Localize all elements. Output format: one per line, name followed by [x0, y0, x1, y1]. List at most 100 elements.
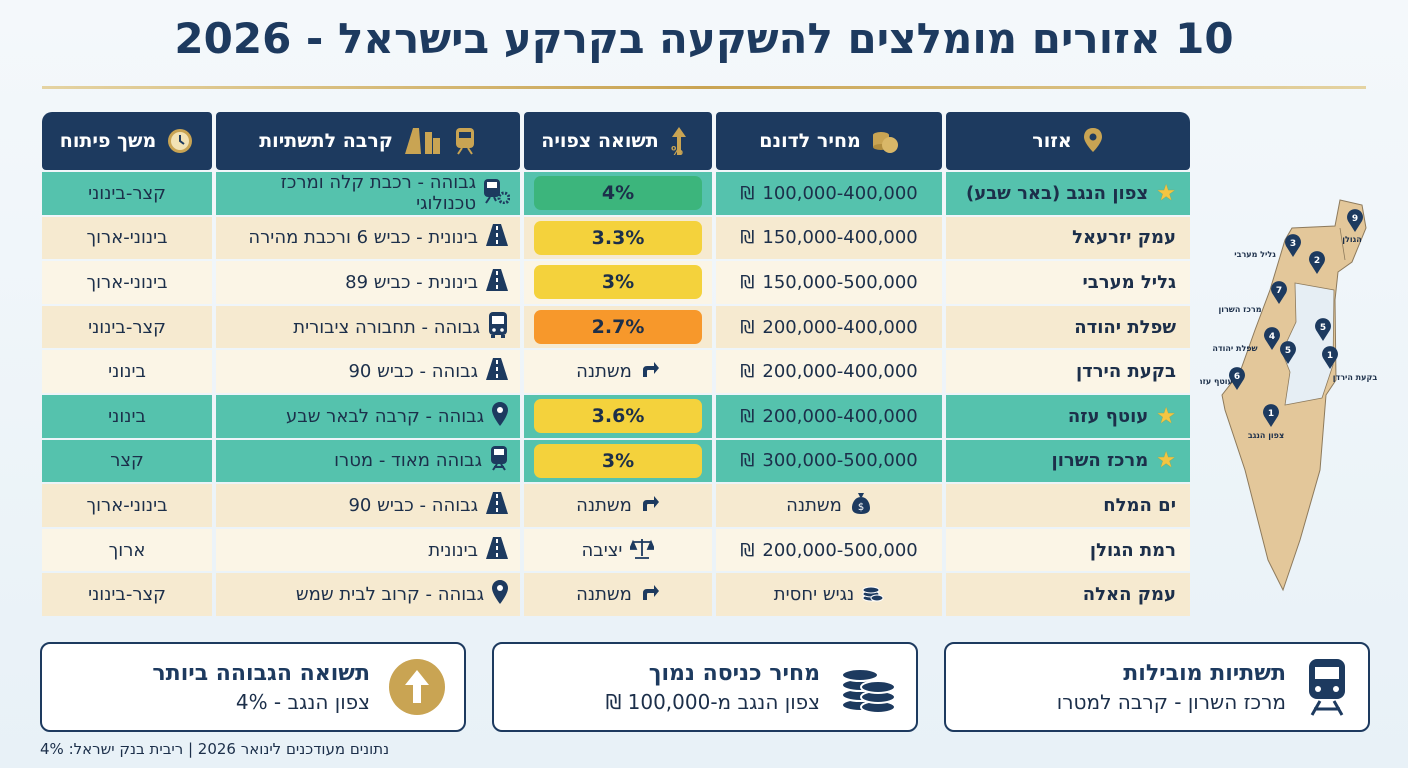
train-icon: [488, 445, 510, 476]
table-row: רמת הגולן ₪ 200,000-500,000 יציבה בינונית ארו…: [42, 528, 1190, 572]
duration-cell: בינוני: [42, 350, 212, 393]
infra-text: גבוהה - כביש 90: [348, 494, 478, 516]
region-name: בקעת הירדן: [1075, 361, 1176, 383]
card-title: תשתיות מובילות: [1123, 660, 1286, 686]
map-pin-number: 5: [1285, 346, 1291, 356]
coins-icon: [862, 582, 884, 607]
price-value: ₪ 150,000-500,000: [740, 272, 918, 293]
return-cell: משתנה: [524, 573, 712, 616]
location-pin-icon: [1083, 128, 1102, 152]
return-badge: 3.6%: [534, 399, 702, 434]
price-cell: ₪ 200,000-400,000: [716, 305, 942, 349]
map-pin-icon: 2: [1309, 251, 1325, 274]
currency-symbol: ₪: [740, 361, 755, 383]
clock-icon: [168, 129, 193, 153]
card-subtitle: צפון הנגב - 4%: [235, 689, 370, 714]
region-cell: עמק יזרעאל: [946, 216, 1190, 260]
svg-text:%: %: [671, 144, 683, 157]
price-range: 150,000-400,000: [762, 227, 918, 249]
road-icon: [484, 268, 510, 297]
currency-symbol: ₪: [740, 405, 755, 427]
region-name: מרכז השרון: [1051, 450, 1149, 472]
map-pin-icon: 1: [1322, 346, 1338, 369]
duration-cell: קצר-בינוני: [42, 573, 212, 616]
price-value: ₪ 100,000-400,000: [740, 183, 918, 204]
table-row: ★ צפון הנגב (באר שבע) ₪ 100,000-400,000 4% גב…: [42, 172, 1190, 215]
map-label: שפלת יהודה: [1212, 344, 1257, 353]
map-pin-number: 5: [1320, 323, 1326, 333]
card-infrastructure: תשתיות מובילות מרכז השרון - קרבה למטרו: [944, 642, 1370, 732]
arrow-icon: [640, 583, 660, 606]
infra-cell: גבוהה - קרוב לבית שמש: [216, 573, 520, 616]
map-label: גליל מערבי: [1234, 250, 1276, 259]
return-badge: 3%: [534, 265, 702, 300]
return-cell: משתנה: [524, 484, 712, 527]
infra-cell: גבוהה מאוד - מטרו: [216, 439, 520, 483]
map-label: בקעת הירדן: [1333, 373, 1378, 382]
duration-cell: בינוני-ארוך: [42, 484, 212, 527]
currency-symbol: ₪: [740, 227, 755, 249]
price-text: משתנה: [786, 494, 842, 516]
return-value: משתנה: [576, 360, 660, 383]
header-price-label: מחיר לדונם: [759, 130, 861, 152]
infra-text: גבוהה - תחבורה ציבורית: [293, 316, 480, 338]
region-cell: ★ עוטף עזה: [946, 394, 1190, 438]
infra-text: בינונית - כביש 89: [345, 271, 478, 293]
map-pin-number: 1: [1268, 409, 1274, 419]
price-range: 150,000-500,000: [762, 271, 918, 293]
card-subtitle: מרכז השרון - קרבה למטרו: [1056, 689, 1286, 714]
infra-cell: בינונית - כביש 6 ורכבת מהירה: [216, 216, 520, 260]
return-badge: 4%: [534, 176, 702, 211]
table-header: אזור מחיר לדונם % תשואה צפויה קרבה לתשתי…: [42, 112, 1190, 170]
map-pin-icon: 5: [1314, 318, 1331, 341]
pin-icon: [490, 579, 510, 610]
footer-note: נתונים מעודכנים לינואר 2026 | ריבית בנק …: [40, 740, 390, 758]
road-icon: [484, 357, 510, 386]
road-icon: [484, 536, 510, 565]
train-icon: [1309, 659, 1345, 716]
return-badge: 2.7%: [534, 310, 702, 345]
return-text: משתנה: [576, 584, 632, 606]
infra-text: גבוהה - כביש 90: [348, 361, 478, 383]
map-pin-icon: 3: [1285, 234, 1301, 257]
currency-symbol: ₪: [740, 450, 755, 472]
region-name: עמק יזרעאל: [1072, 227, 1176, 249]
currency-symbol: ₪: [740, 271, 755, 293]
duration-cell: קצר-בינוני: [42, 172, 212, 215]
star-icon: ★: [1156, 403, 1176, 429]
price-cell: ₪ 150,000-500,000: [716, 261, 942, 304]
price-cell: נגיש יחסית: [716, 573, 942, 616]
map-label: עוטף עזה: [1200, 377, 1233, 386]
price-value: $ משתנה: [786, 491, 872, 520]
arrow-up-circle-icon: [389, 659, 445, 715]
region-cell: בקעת הירדן: [946, 350, 1190, 393]
header-region-label: אזור: [1032, 130, 1072, 152]
price-range: 200,000-400,000: [762, 361, 918, 383]
infra-text: גבוהה - קרוב לבית שמש: [295, 584, 484, 606]
region-name: עמק האלה: [1082, 584, 1176, 606]
return-badge: 3.3%: [534, 220, 702, 255]
map-pin-icon: 4: [1264, 327, 1280, 350]
map-label: הגולן: [1342, 235, 1361, 244]
price-range: 200,000-400,000: [762, 405, 918, 427]
coins-icon: [872, 132, 898, 153]
price-range: 200,000-500,000: [762, 539, 918, 561]
infra-cell: בינונית: [216, 528, 520, 572]
return-text: יציבה: [581, 539, 623, 561]
currency-symbol: ₪: [740, 182, 755, 204]
region-cell: ★ מרכז השרון: [946, 439, 1190, 483]
region-cell: עמק האלה: [946, 573, 1190, 616]
infra-text: בינונית - כביש 6 ורכבת מהירה: [248, 227, 478, 249]
infra-cell: גבוהה - תחבורה ציבורית: [216, 305, 520, 349]
duration-cell: קצר: [42, 439, 212, 483]
road-icon: [484, 491, 510, 520]
return-cell: 3.3%: [524, 216, 712, 260]
train-gear-icon: [482, 178, 511, 209]
card-low-entry-price: מחיר כניסה נמוך צפון הנגב מ-100,000 ₪: [492, 642, 918, 732]
price-value: ₪ 200,000-400,000: [740, 406, 918, 427]
price-value: ₪ 200,000-400,000: [740, 317, 918, 338]
return-cell: 3%: [524, 261, 712, 304]
table-row: ים המלח $ משתנה משתנה גבוהה - כביש 90 בינוני-…: [42, 484, 1190, 527]
table-row: בקעת הירדן ₪ 200,000-400,000 משתנה גבוהה - כ…: [42, 350, 1190, 393]
price-range: 100,000-400,000: [762, 182, 918, 204]
